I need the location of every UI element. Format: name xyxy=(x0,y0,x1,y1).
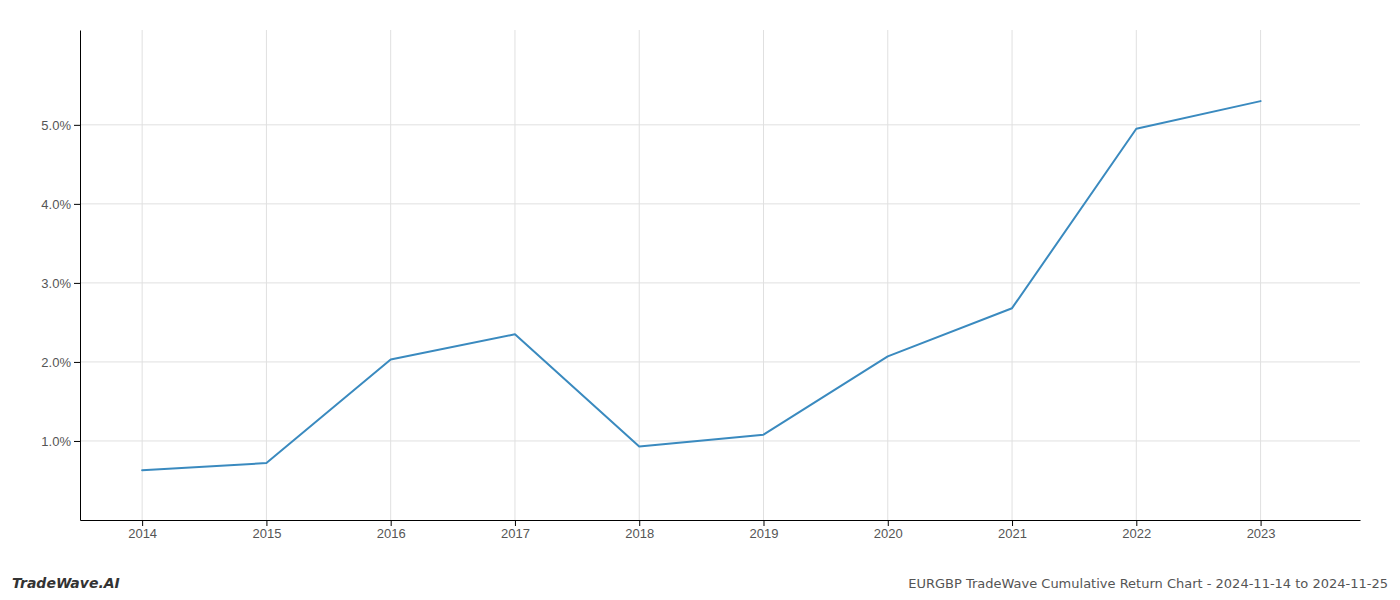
x-tick-label: 2020 xyxy=(874,526,903,541)
x-tick-mark xyxy=(1261,520,1262,526)
grid-line-x xyxy=(390,30,391,520)
x-tick: 2014 xyxy=(128,520,157,541)
title: EURGBP TradeWave Cumulative Return Chart… xyxy=(908,576,1388,591)
x-tick-label: 2018 xyxy=(625,526,654,541)
y-tick: 4.0% xyxy=(41,197,80,212)
y-tick-label: 2.0% xyxy=(41,355,71,370)
line xyxy=(142,101,1260,470)
y-tick-mark xyxy=(74,283,80,284)
y-tick-label: 3.0% xyxy=(41,276,71,291)
x-tick-mark xyxy=(888,520,889,526)
y-tick: 2.0% xyxy=(41,355,80,370)
x-tick-label: 2022 xyxy=(1122,526,1151,541)
x-tick-label: 2016 xyxy=(377,526,406,541)
x-tick-mark xyxy=(391,520,392,526)
x-tick: 2018 xyxy=(625,520,654,541)
x-tick-mark xyxy=(1012,520,1013,526)
x-tick: 2022 xyxy=(1122,520,1151,541)
grid-line-x xyxy=(1260,30,1261,520)
y-axis: 1.0% 2.0% 3.0% 4.0% 5.0% xyxy=(41,31,80,521)
grid-line-x xyxy=(1012,30,1013,520)
grid-line-y xyxy=(80,440,1360,441)
grid-line-y xyxy=(80,282,1360,283)
grid-line-x xyxy=(1136,30,1137,520)
chart: 2014 2015 2016 2017 2018 2019 2020 2021 2022 2023… xyxy=(0,0,1400,600)
x-tick-mark xyxy=(515,520,516,526)
x-tick-label: 2021 xyxy=(998,526,1027,541)
y-tick-mark xyxy=(74,125,80,126)
x-tick: 2021 xyxy=(998,520,1027,541)
y-tick-label: 5.0% xyxy=(41,117,71,132)
x-tick-mark xyxy=(142,520,143,526)
grid-line-x xyxy=(763,30,764,520)
y-tick: 3.0% xyxy=(41,276,80,291)
grid-line-y xyxy=(80,124,1360,125)
y-tick: 5.0% xyxy=(41,117,80,132)
y-tick-label: 4.0% xyxy=(41,197,71,212)
marks xyxy=(142,101,1260,470)
y-tick-label: 1.0% xyxy=(41,434,71,449)
y-axis-line xyxy=(80,31,81,521)
annotation: TradeWave.AI xyxy=(12,575,120,591)
x-tick: 2020 xyxy=(874,520,903,541)
x-tick-label: 2019 xyxy=(750,526,779,541)
plot-area: 2014 2015 2016 2017 2018 2019 2020 2021 2022 2023… xyxy=(41,30,1360,541)
grid-line-x xyxy=(514,30,515,520)
grid-line-y xyxy=(80,203,1360,204)
y-tick-mark xyxy=(74,204,80,205)
x-axis: 2014 2015 2016 2017 2018 2019 2020 2021 2022 2023 xyxy=(81,520,1361,541)
x-tick-label: 2015 xyxy=(252,526,281,541)
x-tick-label: 2017 xyxy=(501,526,530,541)
x-tick: 2016 xyxy=(377,520,406,541)
x-tick: 2015 xyxy=(252,520,281,541)
grid xyxy=(80,30,1360,520)
x-tick: 2019 xyxy=(750,520,779,541)
x-tick-mark xyxy=(639,520,640,526)
y-tick-mark xyxy=(74,362,80,363)
x-tick-mark xyxy=(266,520,267,526)
x-tick: 2017 xyxy=(501,520,530,541)
y-tick-mark xyxy=(74,441,80,442)
grid-line-x xyxy=(142,30,143,520)
grid-line-y xyxy=(80,361,1360,362)
x-tick-mark xyxy=(763,520,764,526)
y-tick: 1.0% xyxy=(41,434,80,449)
x-tick-mark xyxy=(1136,520,1137,526)
grid-line-x xyxy=(887,30,888,520)
x-tick-label: 2014 xyxy=(128,526,157,541)
x-tick: 2023 xyxy=(1247,520,1276,541)
x-tick-label: 2023 xyxy=(1247,526,1276,541)
texts: EURGBP TradeWave Cumulative Return Chart… xyxy=(12,575,1388,591)
x-axis-line xyxy=(81,520,1361,521)
grid-line-x xyxy=(266,30,267,520)
